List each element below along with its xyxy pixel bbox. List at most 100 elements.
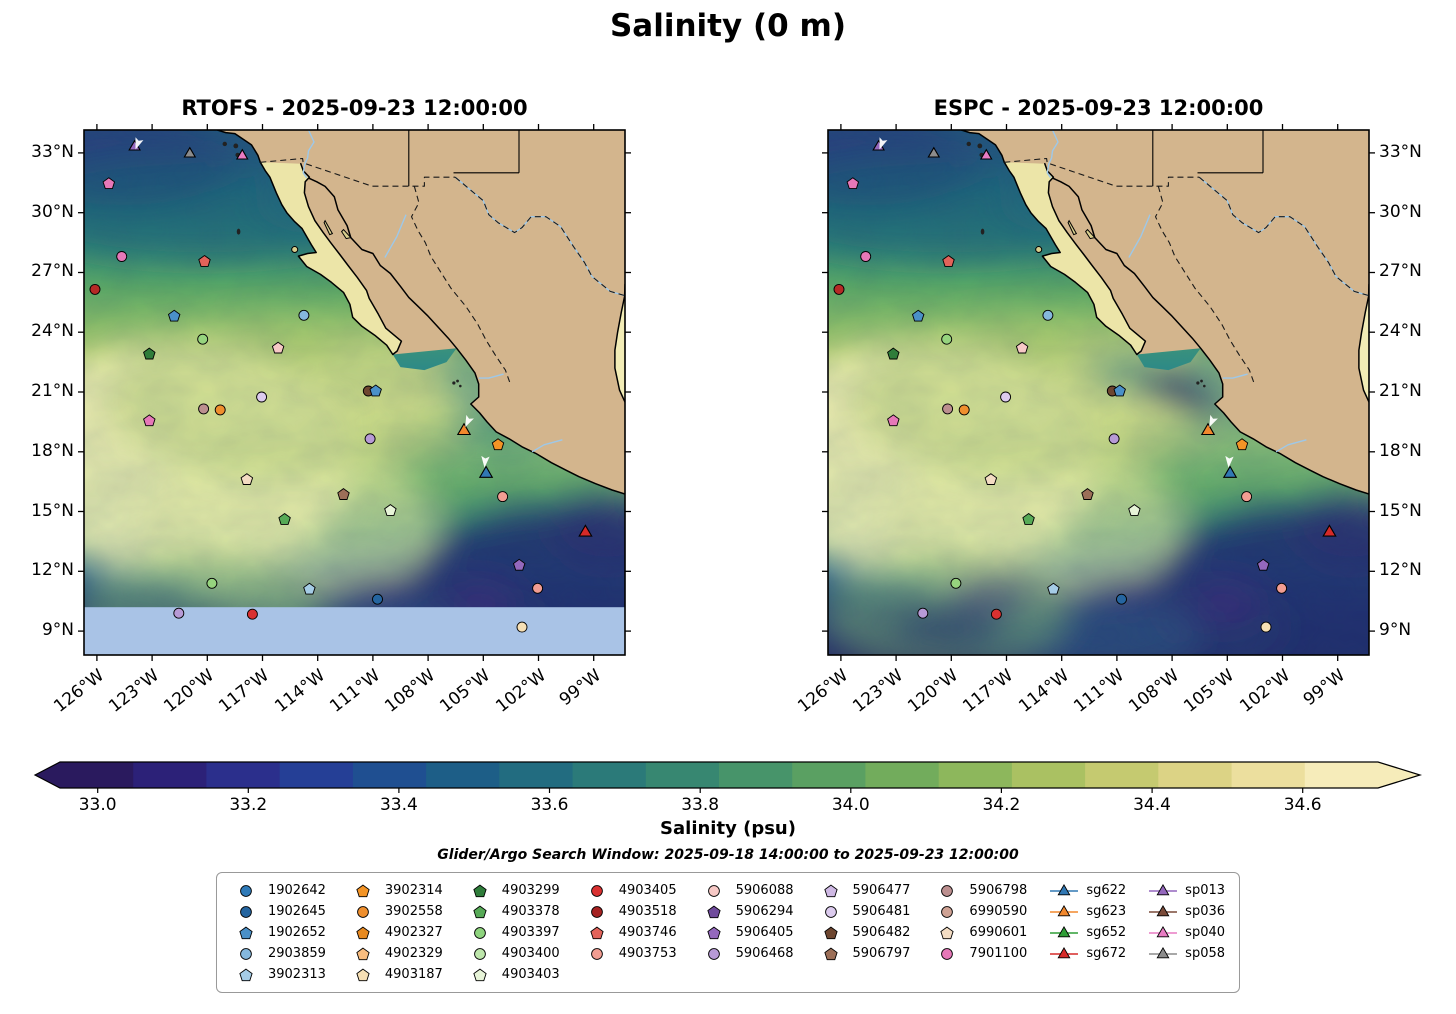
legend-label: 3902558 (384, 904, 443, 919)
legend-entry-3902314: 3902314 (348, 880, 443, 901)
direction-arrow (135, 137, 144, 150)
legend-label: 5906405 (735, 925, 794, 940)
y-tick-label: 30°N (1379, 201, 1422, 222)
legend-entry-4903518: 4903518 (582, 901, 677, 922)
legend-entry-sg672: sg672 (1049, 943, 1126, 964)
colorbar-tick-label: 34.6 (1283, 795, 1322, 815)
float-marker (833, 283, 845, 295)
legend-label: 1902645 (267, 904, 326, 919)
float-marker (198, 254, 211, 267)
float-marker (860, 251, 872, 262)
pentagon-marker-icon (706, 926, 721, 939)
circle-marker-icon (240, 905, 252, 918)
direction-arrows (879, 137, 1234, 468)
glider-marker (456, 422, 472, 436)
glider-marker (1222, 465, 1238, 478)
legend-label: 4902329 (384, 946, 443, 961)
pentagon-marker-icon (473, 884, 487, 897)
legend-entry-4903187: 4903187 (348, 964, 443, 985)
legend-label: 6990601 (969, 925, 1028, 940)
float-marker (384, 504, 397, 516)
float-marker (1276, 582, 1288, 594)
float-marker (958, 404, 970, 416)
gulf-of-mexico-water (614, 284, 625, 402)
legend-entry-6990590: 6990590 (932, 901, 1027, 922)
legend-entry-sp040: sp040 (1148, 922, 1225, 943)
legend-label: 4903378 (501, 904, 560, 919)
legend-label: 4903403 (501, 967, 560, 982)
float-marker (941, 333, 953, 345)
glider-marker (1322, 524, 1337, 537)
float-marker (1128, 504, 1141, 516)
y-tick-label: 18°N (1379, 440, 1422, 461)
float-marker (278, 512, 291, 525)
float-marker (942, 403, 954, 415)
float-marker (984, 473, 998, 485)
float-marker (364, 433, 376, 445)
legend-label: 5906797 (852, 946, 911, 961)
pentagon-marker-icon (356, 947, 370, 960)
triangle-marker-icon (1050, 883, 1079, 895)
legend-entry-4903397: 4903397 (465, 922, 560, 943)
legend-column: 3902314 3902558 4902327 4902329 4903187 (348, 880, 443, 985)
legend-label: 4903753 (618, 946, 677, 961)
legend-entry-5906468: 5906468 (699, 943, 794, 964)
float-marker (246, 608, 258, 620)
float-marker (1047, 582, 1060, 595)
legend-entry-4902327: 4902327 (348, 922, 443, 943)
float-marker (167, 309, 181, 322)
search-window-note: Glider/Argo Search Window: 2025-09-18 14… (437, 847, 1019, 863)
x-tick-label: 99°W (555, 665, 605, 711)
figure-title: Salinity (0 m) (609, 8, 846, 44)
y-tick-label: 21°N (31, 381, 74, 401)
pentagon-marker-icon (706, 905, 721, 918)
circle-marker-icon (240, 947, 252, 960)
float-marker (990, 608, 1002, 620)
legend-entry-4903400: 4903400 (465, 943, 560, 964)
colorbar-tick-label: 34.0 (831, 795, 870, 815)
legend-label: sg622 (1086, 883, 1127, 898)
circle-marker-icon (590, 905, 603, 918)
legend-label: 1902652 (267, 925, 326, 940)
x-tick-label: 111°W (1070, 665, 1128, 717)
direction-arrow (879, 137, 888, 150)
glider-marker (1200, 422, 1216, 436)
float-marker (512, 558, 526, 571)
float-marker (1015, 341, 1029, 354)
x-tick-label: 117°W (959, 665, 1018, 717)
circle-marker-icon (707, 884, 720, 897)
legend-entry-sp013: sp013 (1148, 880, 1225, 901)
float-marker (846, 177, 860, 190)
legend-entry-7901100: 7901100 (932, 943, 1027, 964)
legend-label: 3902314 (384, 883, 443, 898)
legend-entry-5906477: 5906477 (816, 880, 910, 901)
circle-marker-icon (941, 884, 954, 897)
y-tick-label: 27°N (1379, 261, 1422, 282)
x-tick-label: 102°W (1235, 665, 1294, 717)
map-rtofs (78, 124, 631, 661)
legend-entry-2903859: 2903859 (231, 943, 326, 964)
legend-label: 1902642 (267, 883, 326, 898)
float-marker (173, 607, 185, 619)
legend-label: sp058 (1185, 946, 1226, 961)
legend-label: 5906468 (735, 946, 794, 961)
legend-column: 1902642 1902645 1902652 2903859 3902313 (231, 880, 326, 985)
pentagon-marker-icon (473, 905, 487, 918)
legend-entry-5906798: 5906798 (932, 880, 1027, 901)
float-marker (1000, 391, 1012, 403)
legend-box: 1902642 1902645 1902652 2903859 3902313 39023… (215, 872, 1241, 993)
legend-label: 5906798 (969, 883, 1028, 898)
legend-entry-6990601: 6990601 (932, 922, 1027, 943)
colorbar-tick-label: 34.4 (1133, 795, 1171, 815)
pentagon-marker-icon (239, 968, 253, 981)
float-marker (1081, 488, 1094, 500)
glider-marker (578, 524, 593, 537)
float-marker (1241, 491, 1253, 503)
glider-marker (979, 148, 993, 160)
legend-label: sg652 (1086, 925, 1127, 940)
float-marker (887, 347, 900, 360)
circle-marker-icon (240, 884, 252, 897)
float-marker (369, 384, 382, 397)
float-marker (1116, 593, 1127, 605)
y-tick-label: 15°N (31, 500, 74, 521)
